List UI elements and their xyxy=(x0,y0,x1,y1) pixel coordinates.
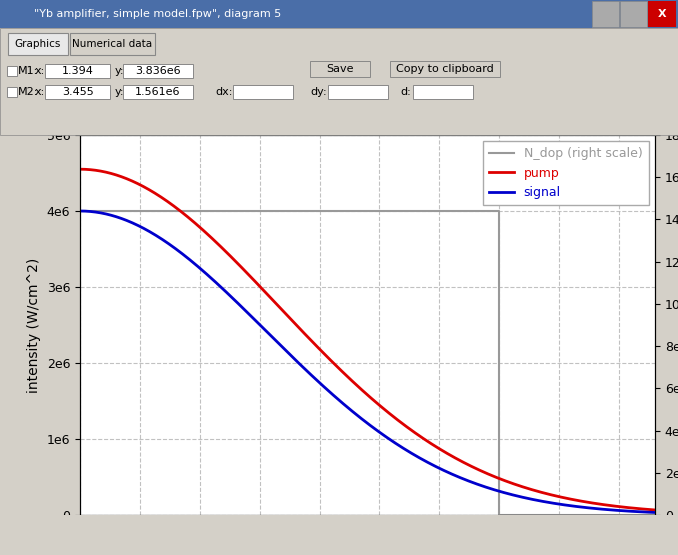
Text: y:: y: xyxy=(115,66,125,76)
Text: Numerical data: Numerical data xyxy=(72,39,152,49)
X-axis label: radial position (μm): radial position (μm) xyxy=(299,543,436,555)
Text: x:: x: xyxy=(35,87,45,97)
Text: 3.836e6: 3.836e6 xyxy=(135,66,181,76)
Text: 1.561e6: 1.561e6 xyxy=(135,87,181,97)
Text: dy:: dy: xyxy=(310,87,327,97)
Title: Transverse Profiles: Transverse Profiles xyxy=(254,108,481,128)
Text: y:: y: xyxy=(115,87,125,97)
Text: d:: d: xyxy=(400,87,411,97)
Text: x:: x: xyxy=(35,66,45,76)
Y-axis label: intensity (W/cm^2): intensity (W/cm^2) xyxy=(27,258,41,392)
Text: Save: Save xyxy=(326,64,354,74)
Text: 3.455: 3.455 xyxy=(62,87,94,97)
Text: "Yb amplifier, simple model.fpw", diagram 5: "Yb amplifier, simple model.fpw", diagra… xyxy=(34,9,281,19)
Text: Graphics: Graphics xyxy=(15,39,61,49)
Text: M1:: M1: xyxy=(18,66,38,76)
Text: X: X xyxy=(658,9,666,19)
Text: Copy to clipboard: Copy to clipboard xyxy=(396,64,494,74)
Text: dx:: dx: xyxy=(215,87,233,97)
Text: M2:: M2: xyxy=(18,87,39,97)
Text: 1.394: 1.394 xyxy=(62,66,94,76)
Legend: N_dop (right scale), pump, signal: N_dop (right scale), pump, signal xyxy=(483,142,649,205)
